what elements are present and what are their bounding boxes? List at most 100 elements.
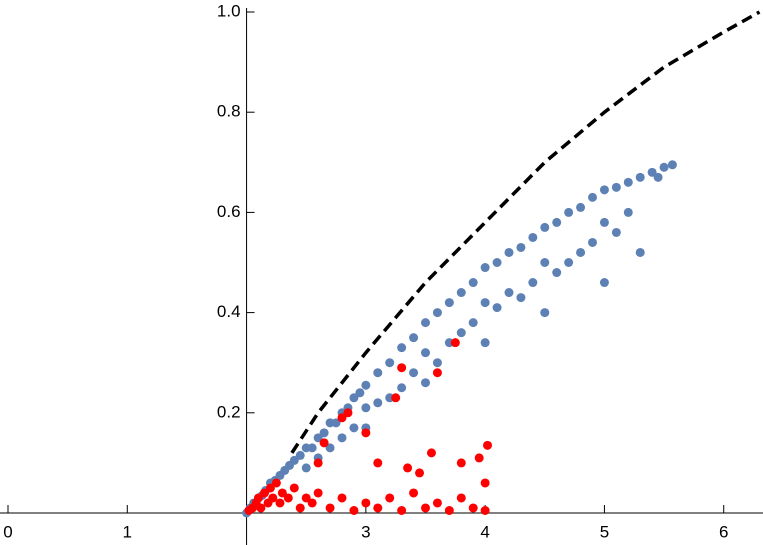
point	[301, 493, 311, 503]
point	[474, 453, 484, 463]
point	[337, 493, 347, 503]
point	[397, 363, 407, 373]
point	[319, 428, 329, 438]
point	[444, 298, 454, 308]
point	[283, 493, 293, 503]
point	[361, 428, 371, 438]
point	[385, 358, 395, 368]
point	[480, 263, 490, 273]
point	[528, 232, 538, 242]
point	[504, 247, 514, 257]
point	[349, 423, 359, 433]
point	[444, 505, 454, 515]
point	[275, 498, 285, 508]
point	[307, 443, 317, 453]
y-tick-label: 0.6	[217, 202, 241, 221]
y-tick-label: 0.8	[217, 102, 241, 121]
point	[426, 448, 436, 458]
point	[576, 202, 586, 212]
point	[289, 455, 299, 465]
point	[540, 222, 550, 232]
point	[259, 488, 269, 498]
point	[403, 463, 413, 473]
point	[456, 458, 466, 468]
point	[337, 433, 347, 443]
point	[635, 247, 645, 257]
x-tick-label: 6	[719, 522, 728, 541]
point	[349, 393, 359, 403]
point	[313, 458, 323, 468]
point	[361, 403, 371, 413]
point	[611, 182, 621, 192]
point	[313, 488, 323, 498]
point	[659, 162, 669, 172]
point	[576, 247, 586, 257]
point	[432, 368, 442, 378]
dashed-curve	[290, 10, 761, 454]
point	[492, 303, 502, 313]
point	[623, 177, 633, 187]
point	[343, 408, 353, 418]
x-tick-label: 3	[361, 522, 370, 541]
point	[313, 433, 323, 443]
point	[397, 343, 407, 353]
point	[307, 498, 317, 508]
point	[421, 318, 430, 328]
point	[468, 503, 478, 513]
point	[611, 227, 621, 237]
x-tick-label: 4	[480, 522, 489, 541]
point	[361, 380, 371, 390]
point	[450, 338, 460, 348]
point	[564, 258, 574, 267]
point	[480, 505, 490, 515]
point	[421, 378, 430, 388]
point	[373, 503, 383, 513]
point	[528, 278, 538, 288]
point	[599, 278, 609, 288]
point	[337, 413, 347, 423]
point	[421, 348, 430, 358]
point	[516, 293, 526, 303]
point	[415, 468, 425, 478]
point	[599, 217, 609, 227]
point	[588, 237, 597, 247]
point	[456, 328, 466, 338]
x-tick-label: 0	[3, 522, 12, 541]
point	[516, 242, 526, 252]
point	[325, 443, 335, 453]
point	[319, 438, 329, 448]
point	[468, 318, 478, 328]
point	[409, 333, 419, 343]
point	[373, 458, 383, 468]
point	[540, 258, 550, 267]
point	[271, 478, 281, 488]
point	[361, 498, 371, 508]
point	[295, 503, 305, 513]
point	[653, 172, 663, 182]
point	[483, 440, 493, 450]
point	[480, 338, 490, 348]
point	[295, 450, 305, 460]
point	[256, 503, 266, 513]
point	[409, 368, 419, 378]
x-tick-label: 5	[600, 522, 609, 541]
point	[432, 498, 442, 508]
point	[667, 160, 677, 170]
point	[331, 418, 341, 428]
point	[397, 383, 407, 393]
point	[373, 398, 383, 408]
point	[456, 493, 466, 503]
y-tick-label: 1.0	[217, 1, 241, 20]
point	[647, 167, 657, 177]
y-tick-label: 0.2	[217, 402, 241, 421]
point	[588, 192, 597, 202]
point	[432, 358, 442, 368]
point	[492, 258, 502, 267]
point	[456, 288, 466, 298]
point	[385, 493, 395, 503]
point	[397, 505, 407, 515]
point	[409, 488, 419, 498]
point	[373, 368, 383, 378]
point	[268, 493, 278, 503]
